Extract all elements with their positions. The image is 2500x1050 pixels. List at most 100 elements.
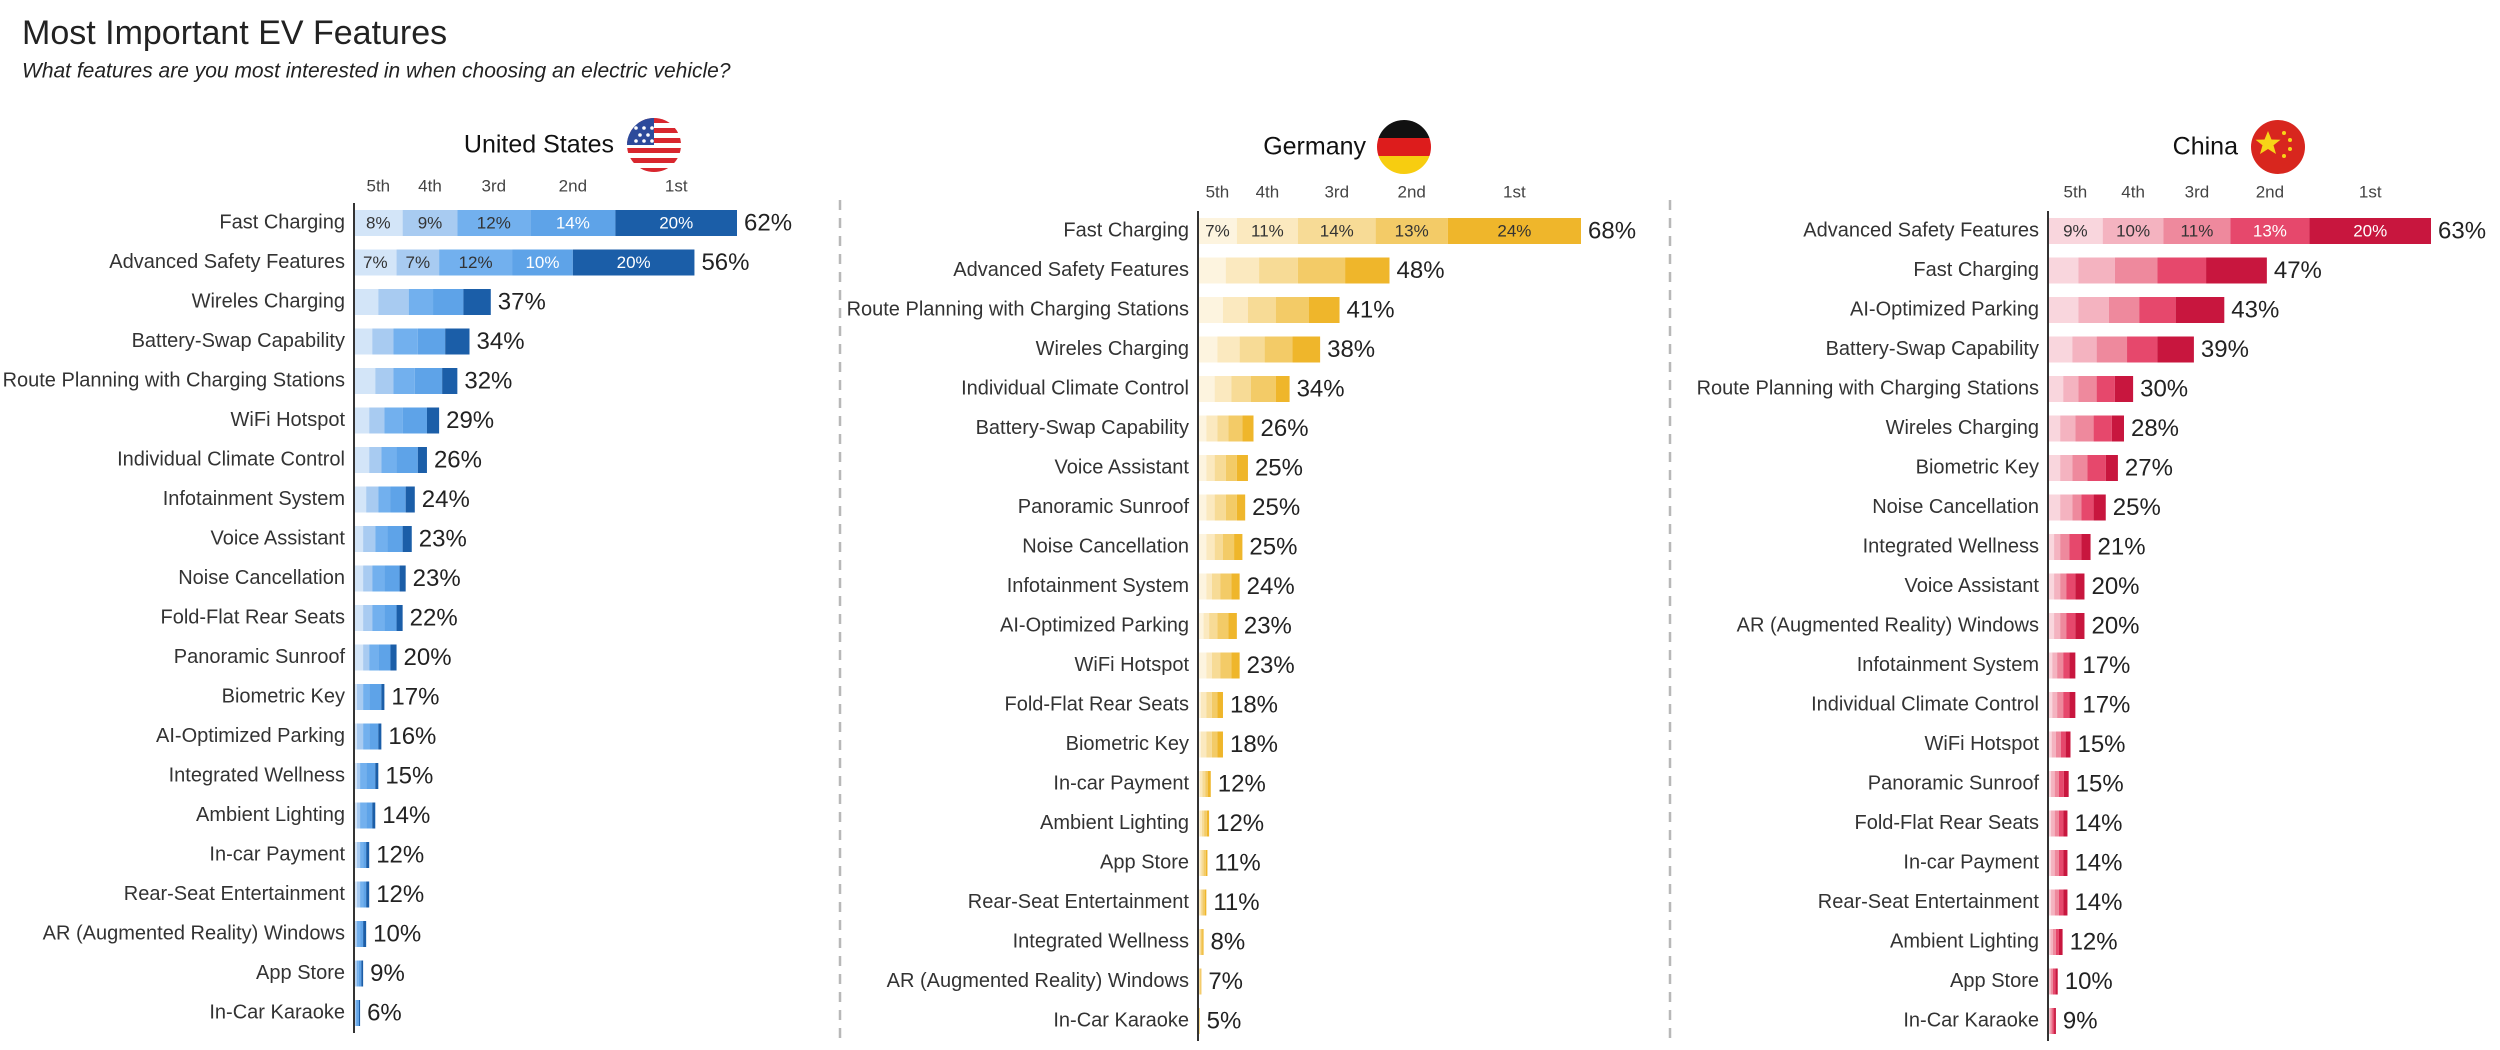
- category-label: Integrated Wellness: [1013, 930, 1189, 952]
- bar-segment: [2052, 929, 2056, 955]
- bar-segment: [2058, 850, 2064, 876]
- bar-segment: [363, 605, 373, 631]
- bar-segment: [354, 763, 358, 789]
- bar-segment: [2072, 494, 2082, 521]
- bar-segment: [372, 565, 385, 592]
- bar-segment: [2048, 771, 2052, 797]
- bar-segment: [358, 960, 362, 987]
- total-label: 23%: [1247, 652, 1295, 679]
- bar-segment: [1214, 534, 1223, 560]
- bar-segment: [2075, 573, 2085, 600]
- category-label: Advanced Safety Features: [109, 251, 345, 273]
- bar-segment: [2081, 494, 2094, 521]
- bar-segment: [1205, 771, 1208, 797]
- bar-segment: [1345, 257, 1390, 284]
- bar-segment: [1198, 573, 1207, 600]
- bar-segment: [1217, 613, 1229, 639]
- bar-segment: [2052, 692, 2058, 718]
- category-label: Ambient Lighting: [1040, 812, 1189, 834]
- bar-segment: [2048, 534, 2055, 560]
- bar-segment: [1206, 731, 1212, 758]
- rank-header: 4th: [418, 176, 442, 195]
- bar-segment: [1198, 1008, 1200, 1034]
- category-label: In-car Payment: [1053, 772, 1189, 794]
- total-label: 62%: [744, 209, 792, 236]
- bar-segment: [1297, 257, 1346, 284]
- rank-header: 2nd: [559, 176, 587, 195]
- bar-segment: [402, 210, 458, 236]
- bar-segment: [1199, 968, 1200, 995]
- segment-label: 12%: [459, 253, 493, 272]
- bar-segment: [2230, 218, 2310, 244]
- bar-segment: [2069, 692, 2076, 718]
- total-label: 25%: [2113, 494, 2161, 521]
- total-label: 14%: [2074, 889, 2122, 916]
- category-label: Rear-Seat Entertainment: [1818, 891, 2040, 913]
- segment-label: 24%: [1497, 221, 1531, 240]
- category-label: Biometric Key: [1916, 456, 2039, 478]
- category-label: Fold-Flat Rear Seats: [160, 606, 345, 628]
- total-label: 6%: [367, 999, 402, 1026]
- bar-segment: [1198, 415, 1207, 442]
- category-label: Individual Climate Control: [1811, 693, 2039, 715]
- bar-segment: [1214, 455, 1226, 481]
- total-label: 37%: [498, 288, 546, 315]
- category-label: AR (Augmented Reality) Windows: [43, 922, 345, 944]
- bar-segment: [2048, 652, 2053, 679]
- bar-segment: [2066, 613, 2076, 639]
- bar-segment: [1201, 810, 1205, 837]
- bar-segment: [1234, 534, 1243, 560]
- bar-segment: [357, 763, 361, 789]
- category-label: Wireles Charging: [1036, 338, 1189, 360]
- country-title: China: [2173, 133, 2238, 161]
- bar-segment: [2052, 1008, 2055, 1034]
- category-label: Fold-Flat Rear Seats: [1004, 693, 1189, 715]
- bar-segment: [1206, 652, 1212, 679]
- bar-segment: [1202, 771, 1206, 797]
- bar-segment: [360, 763, 367, 789]
- bar-segment: [2048, 889, 2052, 916]
- bar-segment: [354, 565, 364, 592]
- flag-cn: [2251, 120, 2305, 174]
- rank-header: 5th: [2064, 182, 2088, 201]
- category-label: AI-Optimized Parking: [1850, 298, 2039, 320]
- segment-label: 10%: [525, 253, 559, 272]
- bar-segment: [2051, 731, 2056, 758]
- bar-segment: [396, 249, 440, 276]
- bar-segment: [2114, 257, 2158, 284]
- bar-segment: [2096, 336, 2128, 363]
- total-label: 23%: [419, 525, 467, 552]
- total-label: 22%: [410, 604, 458, 631]
- bar-segment: [1211, 731, 1218, 758]
- bar-segment: [1220, 573, 1232, 600]
- bar-segment: [399, 565, 406, 592]
- bar-segment: [357, 960, 359, 987]
- bar-segment: [445, 328, 470, 355]
- total-label: 20%: [404, 644, 452, 671]
- category-label: Fast Charging: [1913, 259, 2039, 281]
- bar-segment: [1231, 376, 1251, 402]
- category-label: In-car Payment: [209, 843, 345, 865]
- bar-segment: [375, 368, 394, 394]
- bar-segment: [2052, 968, 2056, 995]
- bar-segment: [2163, 218, 2231, 244]
- bar-segment: [2060, 731, 2066, 758]
- bar-segment: [1206, 534, 1215, 560]
- category-label: WiFi Hotspot: [1075, 654, 1190, 676]
- total-label: 12%: [376, 841, 424, 868]
- bar-segment: [375, 763, 379, 789]
- segment-label: 7%: [406, 253, 431, 272]
- bar-segment: [1447, 218, 1581, 244]
- bar-segment: [2058, 810, 2064, 837]
- category-label: Noise Cancellation: [1872, 496, 2039, 518]
- category-label: In-Car Karaoke: [1903, 1009, 2039, 1031]
- bar-segment: [2060, 415, 2076, 442]
- category-label: App Store: [256, 962, 345, 984]
- bar-segment: [363, 842, 367, 868]
- bar-segment: [1242, 415, 1254, 442]
- bar-segment: [2058, 929, 2063, 955]
- bar-segment: [369, 407, 385, 434]
- category-label: Ambient Lighting: [1890, 930, 2039, 952]
- bar-segment: [2069, 652, 2076, 679]
- bar-segment: [1231, 652, 1240, 679]
